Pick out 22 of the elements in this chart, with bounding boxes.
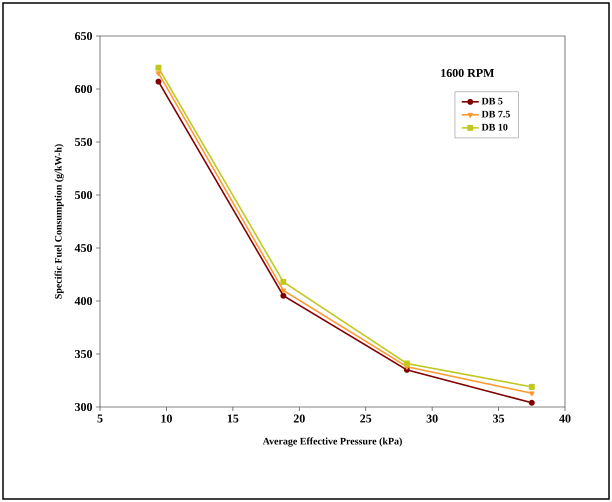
- x-tick-label: 15: [228, 414, 238, 423]
- y-tick-label: 650: [74, 32, 92, 40]
- x-tick-label: 40: [559, 414, 571, 423]
- y-tick-label: 500: [75, 190, 92, 200]
- y-tick-label: 450: [74, 244, 92, 252]
- legend-label: DB 5: [482, 98, 502, 104]
- x-tick-label: 25: [360, 414, 372, 423]
- x-tick-label: 10: [161, 414, 172, 423]
- x-tick-label: 35: [493, 414, 504, 423]
- legend-label: DB 7.5: [482, 110, 510, 118]
- y-axis-title: Specific Fuel Consumption (g/kW-h): [54, 144, 64, 299]
- x-tick-label: 30: [426, 414, 438, 423]
- legend-title: 1600 RPM: [441, 68, 494, 77]
- y-tick-label: 550: [75, 138, 92, 146]
- y-tick-label: 350: [75, 350, 92, 358]
- x-axis-title: Average Effective Pressure (kPa): [262, 437, 402, 447]
- y-tick-label: 600: [74, 84, 92, 94]
- x-tick-label: 5: [97, 414, 103, 422]
- legend-label: DB 10: [482, 124, 508, 131]
- x-tick-label: 20: [294, 414, 305, 423]
- y-tick-label: 400: [74, 296, 92, 306]
- y-tick-label: 300: [75, 402, 92, 412]
